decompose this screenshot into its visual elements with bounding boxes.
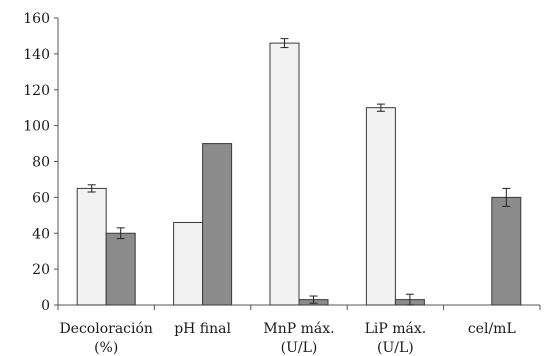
bar xyxy=(77,188,106,305)
x-axis: Decoloración (%) pH final MnP máx. (U/L) LiP … xyxy=(58,305,540,356)
category-label: (%) xyxy=(94,340,118,356)
y-axis: 0 20 40 60 80 100 120 140 160 xyxy=(23,11,58,314)
category-label: (U/L) xyxy=(377,340,414,356)
category-label: LiP máx. xyxy=(365,321,427,337)
y-tick-label: 40 xyxy=(32,226,50,242)
category-label: (U/L) xyxy=(281,340,318,356)
bar xyxy=(203,144,232,305)
y-tick-label: 100 xyxy=(23,119,50,135)
y-tick-label: 60 xyxy=(32,190,50,206)
bar xyxy=(492,197,521,305)
bars xyxy=(77,39,521,305)
category-label: Decoloración xyxy=(59,321,153,337)
category-label: pH final xyxy=(174,321,231,337)
category-label: cel/mL xyxy=(468,321,516,337)
y-tick-label: 140 xyxy=(23,47,50,63)
y-tick-label: 0 xyxy=(41,298,50,314)
y-tick-label: 80 xyxy=(32,155,50,171)
bar xyxy=(106,233,135,305)
y-tick-label: 160 xyxy=(23,11,50,27)
category-label: MnP máx. xyxy=(263,321,334,337)
bar xyxy=(366,108,395,305)
bar xyxy=(174,222,203,305)
bar xyxy=(270,43,299,305)
y-tick-label: 120 xyxy=(23,83,50,99)
y-tick-label: 20 xyxy=(32,262,50,278)
